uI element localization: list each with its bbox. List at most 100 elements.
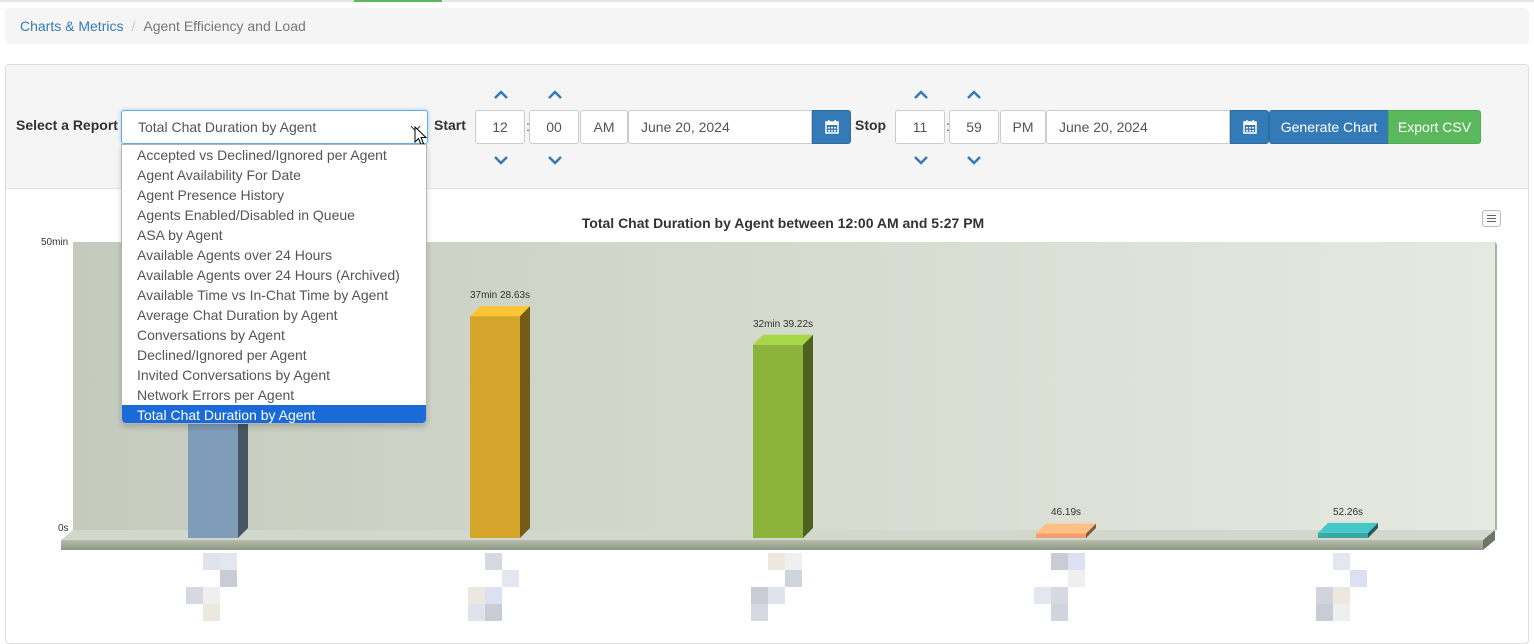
start-hour-input[interactable]: 12: [475, 110, 525, 144]
report-option[interactable]: Invited Conversations by Agent: [137, 367, 331, 383]
report-option[interactable]: Total Chat Duration by Agent: [122, 405, 426, 423]
pixelated-label-block: [468, 604, 485, 621]
bar-top: [1318, 522, 1378, 533]
bar-front: [470, 316, 520, 538]
report-option[interactable]: Agents Enabled/Disabled in Queue: [137, 207, 355, 223]
report-dropdown-list: Accepted vs Declined/Ignored per Agent Ag…: [121, 144, 427, 424]
report-option[interactable]: Agent Presence History: [137, 187, 285, 203]
stop-ampm-toggle[interactable]: PM: [1000, 110, 1046, 144]
bar-side: [520, 306, 530, 538]
stop-minute-down-chevron-down-icon[interactable]: [964, 154, 984, 168]
bar-data-label: 52.26s: [1332, 506, 1364, 518]
start-label: Start: [434, 117, 466, 133]
pixelated-label-block: [1051, 553, 1068, 570]
start-time-colon: :: [526, 118, 530, 134]
report-option[interactable]: Declined/Ignored per Agent: [137, 347, 307, 363]
stop-date-calendar-button[interactable]: [1230, 110, 1269, 144]
pixelated-label-block: [468, 587, 485, 604]
bar-front: [1036, 533, 1086, 538]
chart-bar[interactable]: [753, 334, 813, 538]
export-csv-button[interactable]: Export CSV: [1388, 110, 1481, 144]
breadcrumb-current: Agent Efficiency and Load: [143, 18, 306, 34]
start-minute-down-chevron-down-icon[interactable]: [545, 154, 565, 168]
start-date-calendar-button[interactable]: [812, 110, 851, 144]
bar-front: [753, 344, 803, 538]
pixelated-label-block: [1350, 570, 1367, 587]
stop-date-input[interactable]: June 20, 2024: [1046, 110, 1230, 144]
pixelated-label-block: [751, 604, 768, 621]
pixelated-label-block: [785, 570, 802, 587]
bar-side: [1086, 523, 1096, 538]
pixelated-label-block: [186, 587, 203, 604]
pixelated-label-block: [1316, 604, 1333, 621]
stop-time-colon: :: [946, 118, 950, 134]
pixelated-label-block: [768, 587, 785, 604]
bar-side: [803, 334, 813, 538]
top-nav-strip: [0, 0, 1534, 2]
chart-floor-side: [1483, 530, 1495, 550]
pixelated-label-block: [1316, 587, 1333, 604]
pixelated-label-block: [1068, 570, 1085, 587]
start-date-input[interactable]: June 20, 2024: [628, 110, 812, 144]
report-option[interactable]: Accepted vs Declined/Ignored per Agent: [137, 147, 387, 163]
y-axis-max-label: 50min: [41, 237, 69, 248]
pixelated-label-block: [220, 553, 237, 570]
bar-data-label: 46.19s: [1050, 507, 1082, 519]
start-ampm-toggle[interactable]: AM: [580, 110, 628, 144]
calendar-icon: [1242, 120, 1257, 134]
pixelated-axis-labels: [186, 553, 1367, 621]
calendar-icon: [824, 120, 839, 134]
pixelated-label-block: [768, 553, 785, 570]
pixelated-label-block: [1333, 604, 1350, 621]
stop-hour-input[interactable]: 11: [895, 110, 945, 144]
chart-side-wall: [1495, 242, 1497, 530]
y-axis-min-label: 0s: [58, 523, 69, 534]
stop-hour-down-chevron-down-icon[interactable]: [911, 154, 931, 168]
pixelated-label-block: [785, 553, 802, 570]
breadcrumb-separator: /: [131, 18, 136, 34]
pixelated-label-block: [203, 604, 220, 621]
pixelated-label-block: [203, 587, 220, 604]
pixelated-label-block: [1034, 587, 1051, 604]
chart-floor-front: [61, 540, 1483, 550]
report-option[interactable]: Agent Availability For Date: [137, 167, 301, 183]
bar-data-label: 37min 28.63s: [469, 290, 531, 302]
start-minute-up-chevron-up-icon[interactable]: [545, 87, 565, 101]
active-nav-indicator: [354, 0, 442, 2]
generate-chart-button[interactable]: Generate Chart: [1269, 110, 1389, 144]
chart-bar[interactable]: [1318, 522, 1378, 538]
start-minute-input[interactable]: 00: [529, 110, 579, 144]
report-option[interactable]: Available Agents over 24 Hours (Archived…: [137, 267, 400, 283]
stop-label: Stop: [855, 117, 887, 133]
pixelated-label-block: [1051, 587, 1068, 604]
start-hour-up-chevron-up-icon[interactable]: [491, 87, 511, 101]
pixelated-label-block: [1333, 553, 1350, 570]
pixelated-label-block: [1333, 587, 1350, 604]
report-option[interactable]: Network Errors per Agent: [137, 387, 295, 403]
bar-data-label: 32min 39.22s: [752, 318, 814, 330]
pixelated-label-block: [751, 587, 768, 604]
pixelated-label-block: [1051, 604, 1068, 621]
select-report-label: Select a Report: [16, 117, 118, 133]
pixelated-label-block: [485, 553, 502, 570]
start-hour-down-chevron-down-icon[interactable]: [491, 154, 511, 168]
report-option[interactable]: Conversations by Agent: [137, 327, 285, 343]
stop-minute-input[interactable]: 59: [949, 110, 999, 144]
chart-bar[interactable]: [470, 306, 530, 538]
report-option[interactable]: Available Time vs In-Chat Time by Agent: [137, 287, 389, 303]
breadcrumb-link-charts-metrics[interactable]: Charts & Metrics: [20, 18, 124, 34]
mouse-cursor-icon: [414, 126, 428, 146]
hamburger-menu-icon[interactable]: [1482, 210, 1501, 227]
bar-top: [753, 334, 813, 345]
stop-minute-up-chevron-up-icon[interactable]: [964, 87, 984, 101]
report-option[interactable]: Average Chat Duration by Agent: [137, 307, 338, 323]
report-option[interactable]: ASA by Agent: [137, 227, 223, 243]
bar-side: [1368, 522, 1378, 538]
chart-bar[interactable]: [1036, 523, 1096, 538]
report-select[interactable]: Total Chat Duration by Agent: [121, 110, 428, 144]
pixelated-label-block: [485, 587, 502, 604]
breadcrumb: Charts & Metrics / Agent Efficiency and Lo…: [5, 8, 1529, 44]
stop-hour-up-chevron-up-icon[interactable]: [911, 87, 931, 101]
pixelated-label-block: [203, 553, 220, 570]
report-option[interactable]: Available Agents over 24 Hours: [137, 247, 333, 263]
